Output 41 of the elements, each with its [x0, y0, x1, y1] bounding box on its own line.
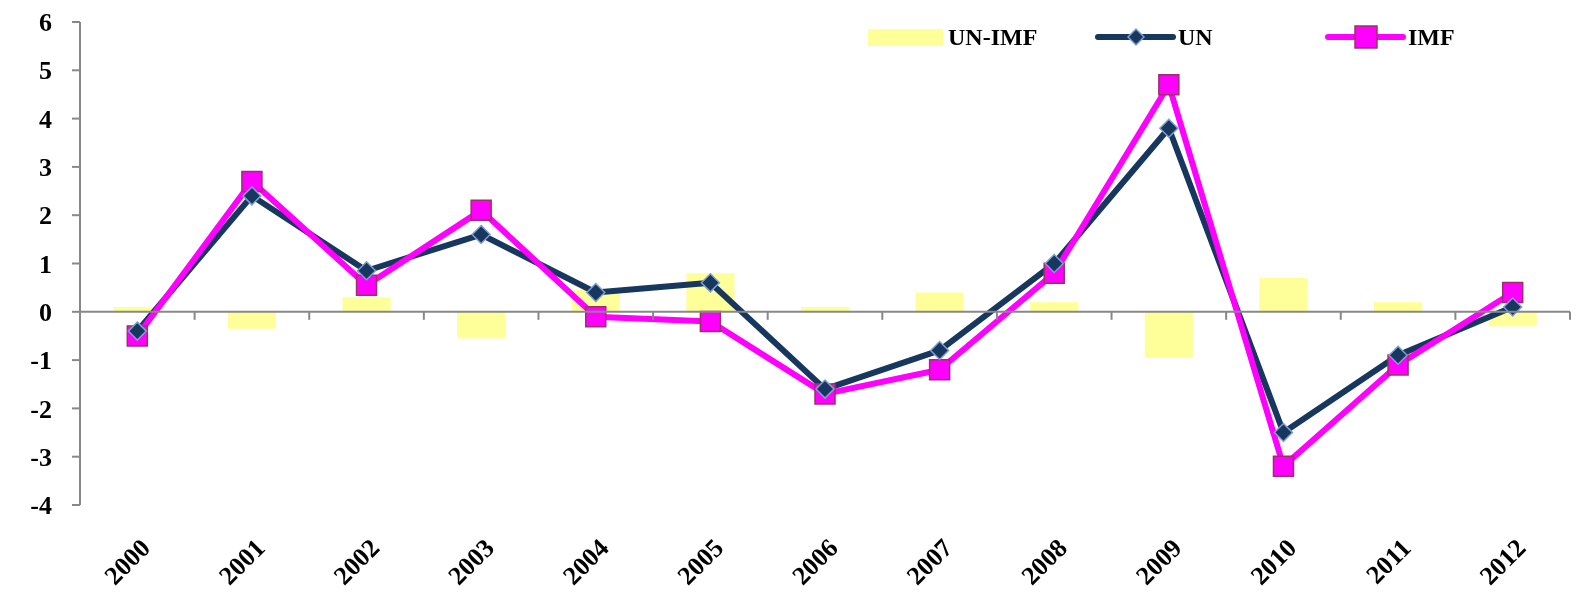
bar	[1030, 302, 1079, 312]
y-tick-label: 4	[39, 104, 52, 134]
point	[586, 282, 606, 303]
y-tick-label: -1	[30, 346, 52, 376]
y-tick-label: 0	[39, 297, 52, 327]
point	[1158, 74, 1180, 96]
bar	[1259, 277, 1308, 312]
bar	[1144, 311, 1193, 358]
point	[1273, 422, 1294, 443]
point	[470, 199, 492, 222]
point	[1159, 118, 1179, 139]
bar	[1374, 302, 1423, 312]
point	[815, 379, 835, 399]
y-tick-label: 5	[39, 56, 52, 86]
point	[356, 261, 377, 281]
point	[585, 305, 607, 328]
legend-label: IMF	[1408, 24, 1455, 51]
y-tick-label: -2	[30, 394, 52, 424]
point	[928, 359, 951, 381]
point	[355, 274, 378, 296]
y-tick-label: -3	[30, 442, 52, 472]
bar	[457, 311, 506, 339]
point	[1388, 345, 1408, 366]
y-tick-label: 1	[39, 249, 52, 279]
y-tick-label: 2	[39, 201, 52, 231]
point	[1044, 253, 1064, 274]
point	[1502, 297, 1523, 317]
legend-label: UN-IMF	[948, 24, 1038, 51]
bar	[915, 292, 964, 312]
bar	[342, 297, 391, 312]
bar	[227, 311, 276, 329]
point	[1272, 455, 1295, 478]
legend-label: UN	[1178, 24, 1214, 51]
y-tick-label: -4	[30, 491, 52, 521]
point	[929, 340, 950, 361]
point	[242, 186, 262, 206]
y-tick-label: 6	[39, 8, 52, 38]
point	[127, 321, 148, 341]
point	[471, 224, 491, 245]
point	[241, 170, 263, 193]
y-tick-label: 3	[39, 153, 52, 182]
